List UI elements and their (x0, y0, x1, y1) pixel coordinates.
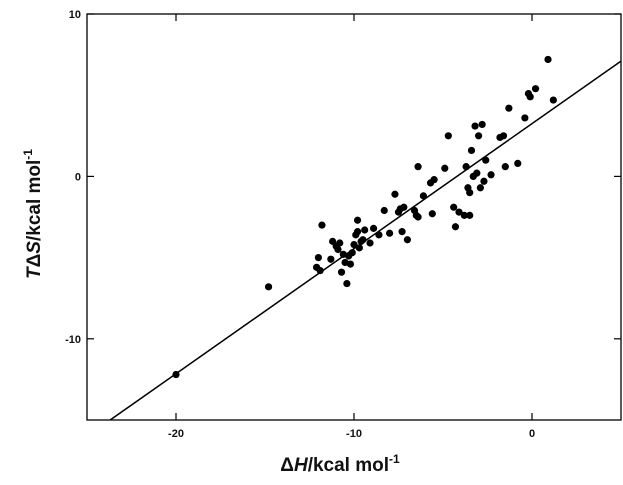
data-point (499, 132, 508, 140)
ticks-group: -20 -10 0 -10 0 10 (65, 9, 621, 440)
data-point (451, 223, 460, 231)
data-point (316, 266, 324, 275)
plot-frame (86, 13, 622, 421)
data-point (473, 169, 481, 177)
x-tick-label: -10 (346, 428, 362, 440)
data-point (337, 268, 346, 276)
data-point (369, 224, 378, 232)
plot-frame-group (86, 13, 622, 421)
data-point (514, 159, 522, 168)
data-point (480, 177, 488, 185)
data-point (467, 146, 476, 155)
data-point (441, 164, 449, 172)
data-point (478, 120, 486, 129)
data-point (466, 211, 474, 219)
data-point (343, 279, 351, 288)
data-point (391, 190, 399, 198)
data-point (521, 114, 529, 122)
data-point (475, 132, 483, 140)
data-point (450, 203, 458, 211)
data-point (353, 216, 362, 224)
data-point (501, 163, 509, 171)
data-point (400, 203, 408, 211)
data-point (482, 156, 490, 164)
data-point (476, 184, 484, 192)
data-point (314, 254, 322, 262)
data-point (361, 226, 369, 234)
data-point (350, 241, 358, 249)
data-point (398, 228, 406, 236)
data-point (549, 96, 557, 104)
data-points-group (172, 55, 557, 379)
data-point (336, 239, 344, 247)
data-point (403, 236, 411, 244)
data-point (466, 189, 474, 197)
data-point (444, 132, 452, 140)
data-point (505, 104, 513, 112)
data-point (462, 163, 470, 171)
y-tick-label: 10 (69, 9, 81, 21)
data-point (419, 192, 428, 200)
y-tick-label: 0 (75, 171, 81, 183)
y-axis-label: TΔS/kcal mol-1 (21, 149, 45, 279)
data-point (386, 229, 394, 237)
data-point (455, 208, 463, 216)
x-tick-label: -20 (168, 428, 184, 440)
data-point (359, 236, 367, 244)
data-point (428, 210, 436, 218)
data-point (334, 245, 342, 254)
data-point (414, 163, 422, 171)
data-point (353, 228, 362, 236)
data-point (526, 93, 534, 101)
data-point (366, 239, 374, 247)
data-point (172, 370, 180, 379)
data-point (380, 206, 388, 215)
data-point (318, 221, 326, 229)
y-tick-label: -10 (65, 334, 81, 346)
data-point (346, 260, 355, 268)
data-point (327, 255, 335, 263)
x-tick-label: 0 (529, 428, 535, 440)
data-point (414, 213, 422, 221)
data-point (264, 283, 273, 291)
data-point (487, 171, 495, 179)
data-point (355, 244, 363, 252)
data-point (544, 55, 552, 64)
data-point (531, 85, 540, 93)
data-point (375, 231, 383, 239)
data-point (460, 211, 468, 219)
x-axis-label: ΔH/kcal mol-1 (280, 452, 400, 476)
data-point (348, 249, 356, 257)
data-point (471, 122, 479, 130)
data-point (430, 176, 438, 184)
